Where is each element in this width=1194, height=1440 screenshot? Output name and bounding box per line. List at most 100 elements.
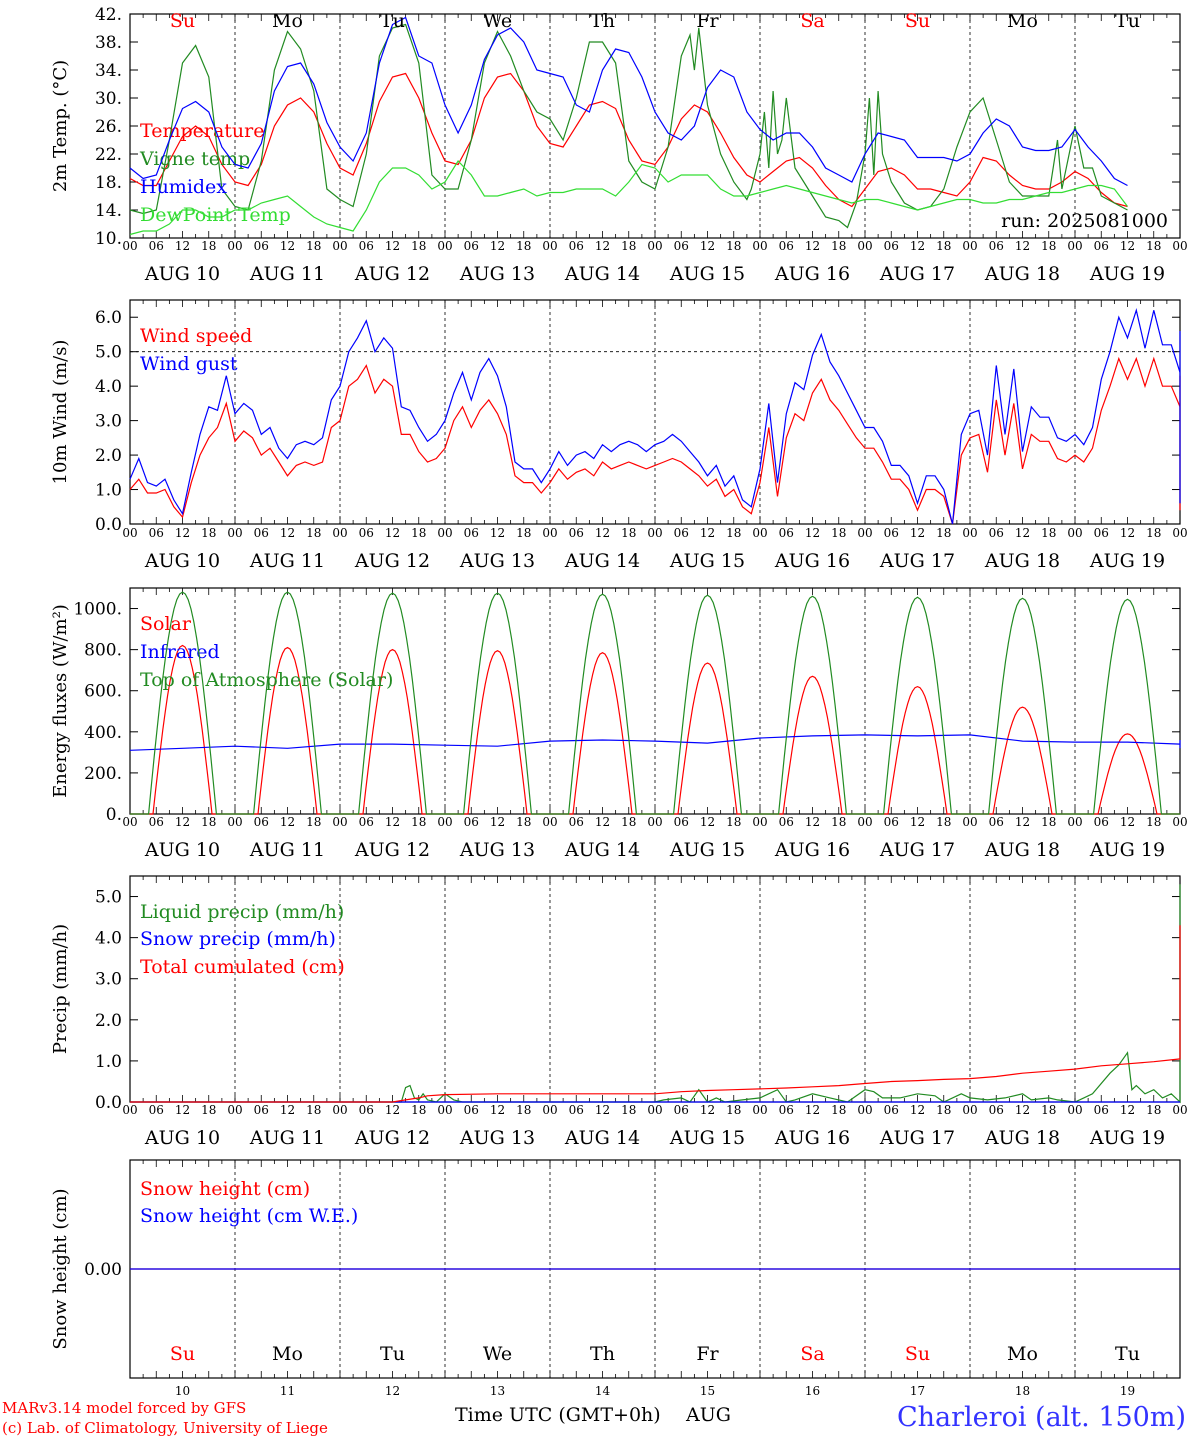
energy-legend-0: Solar (140, 613, 192, 635)
precip-y-tick-label: 1.0 (95, 1052, 122, 1072)
day-number: 14 (595, 1384, 611, 1398)
temperature-hour-label: 12 (490, 239, 505, 253)
precip-hour-label: 00 (122, 1103, 137, 1117)
temperature-hour-label: 00 (122, 239, 137, 253)
wind-legend-1: Wind gust (140, 353, 238, 375)
wind-hour-label: 12 (490, 526, 505, 540)
day-abbr-bottom: Th (590, 1343, 615, 1365)
precip-hour-label: 00 (962, 1103, 977, 1117)
day-abbr-bottom: Mo (272, 1343, 303, 1365)
energy-hour-label: 06 (464, 815, 479, 829)
temperature-hour-label: 00 (332, 239, 347, 253)
precip-hour-label: 12 (385, 1103, 400, 1117)
wind-hour-label: 18 (831, 526, 846, 540)
day-number: 10 (175, 1384, 190, 1398)
temperature-hour-label: 18 (831, 239, 846, 253)
energy-hour-label: 00 (1172, 815, 1187, 829)
precip-hour-label: 12 (175, 1103, 190, 1117)
temperature-hour-label: 00 (857, 239, 872, 253)
wind-hour-label: 00 (647, 526, 662, 540)
day-abbr-bottom: Su (905, 1343, 930, 1365)
temperature-date-label: AUG 19 (1089, 263, 1165, 285)
temperature-hour-label: 18 (516, 239, 531, 253)
temperature-legend-1: Vigne temp (139, 148, 250, 170)
temperature-hour-label: 18 (1146, 239, 1161, 253)
wind-hour-label: 06 (884, 526, 899, 540)
energy-date-label: AUG 15 (669, 839, 745, 861)
wind-date-label: AUG 17 (879, 550, 955, 572)
precip-hour-label: 18 (201, 1103, 216, 1117)
wind-hour-label: 06 (1094, 526, 1109, 540)
energy-hour-label: 18 (516, 815, 531, 829)
energy-hour-label: 12 (175, 815, 190, 829)
wind-hour-label: 12 (910, 526, 925, 540)
wind-y-tick-label: 6.0 (95, 308, 122, 328)
energy-date-label: AUG 17 (879, 839, 955, 861)
temperature-hour-label: 18 (201, 239, 216, 253)
precip-hour-label: 18 (831, 1103, 846, 1117)
precip-hour-label: 06 (149, 1103, 164, 1117)
day-abbr-top: Fr (696, 10, 719, 32)
wind-date-label: AUG 11 (249, 550, 325, 572)
temperature-hour-label: 00 (542, 239, 557, 253)
temperature-y-tick-label: 38. (95, 33, 122, 53)
energy-hour-label: 06 (1094, 815, 1109, 829)
location-label: Charleroi (alt. 150m) (897, 1402, 1186, 1433)
temperature-date-label: AUG 11 (249, 263, 325, 285)
temperature-hour-label: 12 (700, 239, 715, 253)
day-abbr-top: Th (590, 10, 615, 32)
temperature-hour-label: 06 (464, 239, 479, 253)
temperature-hour-label: 18 (1041, 239, 1056, 253)
energy-hour-label: 00 (1067, 815, 1082, 829)
wind-hour-label: 18 (936, 526, 951, 540)
precip-hour-label: 12 (1120, 1103, 1135, 1117)
wind-hour-label: 18 (726, 526, 741, 540)
x-axis-month: AUG (686, 1404, 731, 1426)
precip-hour-label: 18 (1146, 1103, 1161, 1117)
run-label: run: 2025081000 (1001, 210, 1168, 232)
wind-hour-label: 18 (1146, 526, 1161, 540)
energy-hour-label: 12 (280, 815, 295, 829)
precip-date-label: AUG 18 (984, 1127, 1060, 1149)
temperature-date-label: AUG 16 (774, 263, 850, 285)
temperature-y-tick-label: 26. (95, 117, 122, 137)
energy-y-tick-label: 200. (84, 764, 122, 784)
wind-y-tick-label: 2.0 (95, 446, 122, 466)
day-abbr-bottom: Fr (696, 1343, 719, 1365)
temperature-hour-label: 06 (359, 239, 374, 253)
energy-hour-label: 12 (1015, 815, 1030, 829)
energy-y-tick-label: 1000. (73, 600, 122, 620)
temperature-date-label: AUG 14 (564, 263, 640, 285)
energy-hour-label: 06 (569, 815, 584, 829)
energy-hour-label: 00 (857, 815, 872, 829)
precip-hour-label: 00 (332, 1103, 347, 1117)
precip-y-axis-label: Precip (mm/h) (50, 924, 71, 1054)
precip-hour-label: 00 (647, 1103, 662, 1117)
precip-hour-label: 06 (884, 1103, 899, 1117)
wind-date-label: AUG 12 (354, 550, 430, 572)
wind-date-label: AUG 10 (144, 550, 220, 572)
precip-hour-label: 12 (1015, 1103, 1030, 1117)
temperature-hour-label: 18 (726, 239, 741, 253)
day-abbr-bottom: Tu (1115, 1343, 1140, 1365)
snow-y-tick-label: 0.00 (84, 1260, 122, 1280)
precip-hour-label: 12 (280, 1103, 295, 1117)
wind-hour-label: 06 (989, 526, 1004, 540)
precip-date-label: AUG 13 (459, 1127, 535, 1149)
wind-hour-label: 12 (805, 526, 820, 540)
precip-hour-label: 00 (437, 1103, 452, 1117)
temperature-legend-2: Humidex (140, 176, 227, 198)
temperature-series-0 (129, 72, 1128, 208)
temperature-hour-label: 12 (595, 239, 610, 253)
wind-hour-label: 00 (962, 526, 977, 540)
precip-hour-label: 18 (621, 1103, 636, 1117)
temperature-hour-label: 00 (752, 239, 767, 253)
precip-hour-label: 00 (542, 1103, 557, 1117)
temperature-series-3 (129, 160, 1128, 236)
precip-date-label: AUG 16 (774, 1127, 850, 1149)
energy-hour-label: 00 (752, 815, 767, 829)
precip-y-tick-label: 3.0 (95, 970, 122, 990)
wind-hour-label: 06 (674, 526, 689, 540)
energy-hour-label: 12 (700, 815, 715, 829)
energy-date-label: AUG 10 (144, 839, 220, 861)
